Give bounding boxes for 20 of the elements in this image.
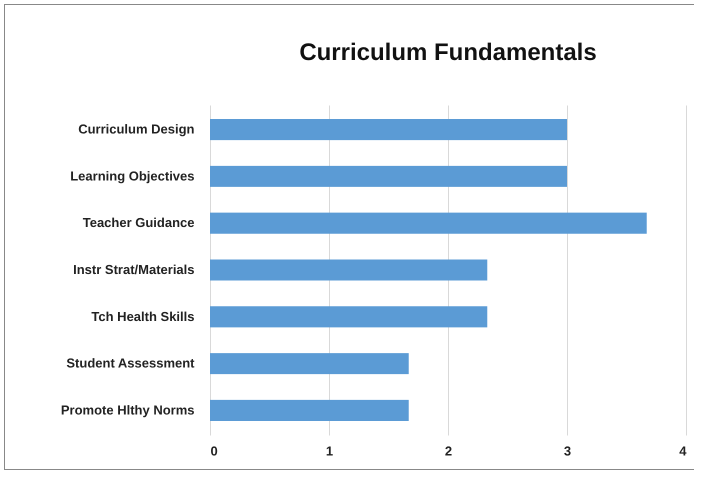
- bar: [210, 400, 409, 421]
- bar: [210, 119, 567, 140]
- y-tick-label: Learning Objectives: [70, 168, 194, 184]
- x-tick-label: 0: [210, 444, 218, 458]
- y-tick-label: Student Assessment: [66, 356, 196, 371]
- bar: [210, 259, 488, 281]
- x-tick-label: 2: [444, 444, 452, 458]
- y-tick-label: Curriculum Design: [78, 122, 195, 137]
- x-tick-label: 3: [564, 444, 572, 458]
- bar: [210, 306, 488, 328]
- y-tick-label: Teacher Guidance: [82, 215, 194, 230]
- bar: [210, 353, 409, 374]
- bar: [210, 166, 567, 187]
- y-tick-label: Tch Health Skills: [91, 308, 194, 324]
- x-tick-label: 4: [679, 444, 688, 458]
- chart-title: Curriculum Fundamentals: [299, 39, 597, 66]
- y-tick-label: Promote Hlthy Norms: [60, 402, 194, 418]
- bar: [210, 212, 647, 234]
- x-tick-label: 1: [326, 444, 334, 458]
- y-tick-label: Instr Strat/Materials: [73, 262, 194, 277]
